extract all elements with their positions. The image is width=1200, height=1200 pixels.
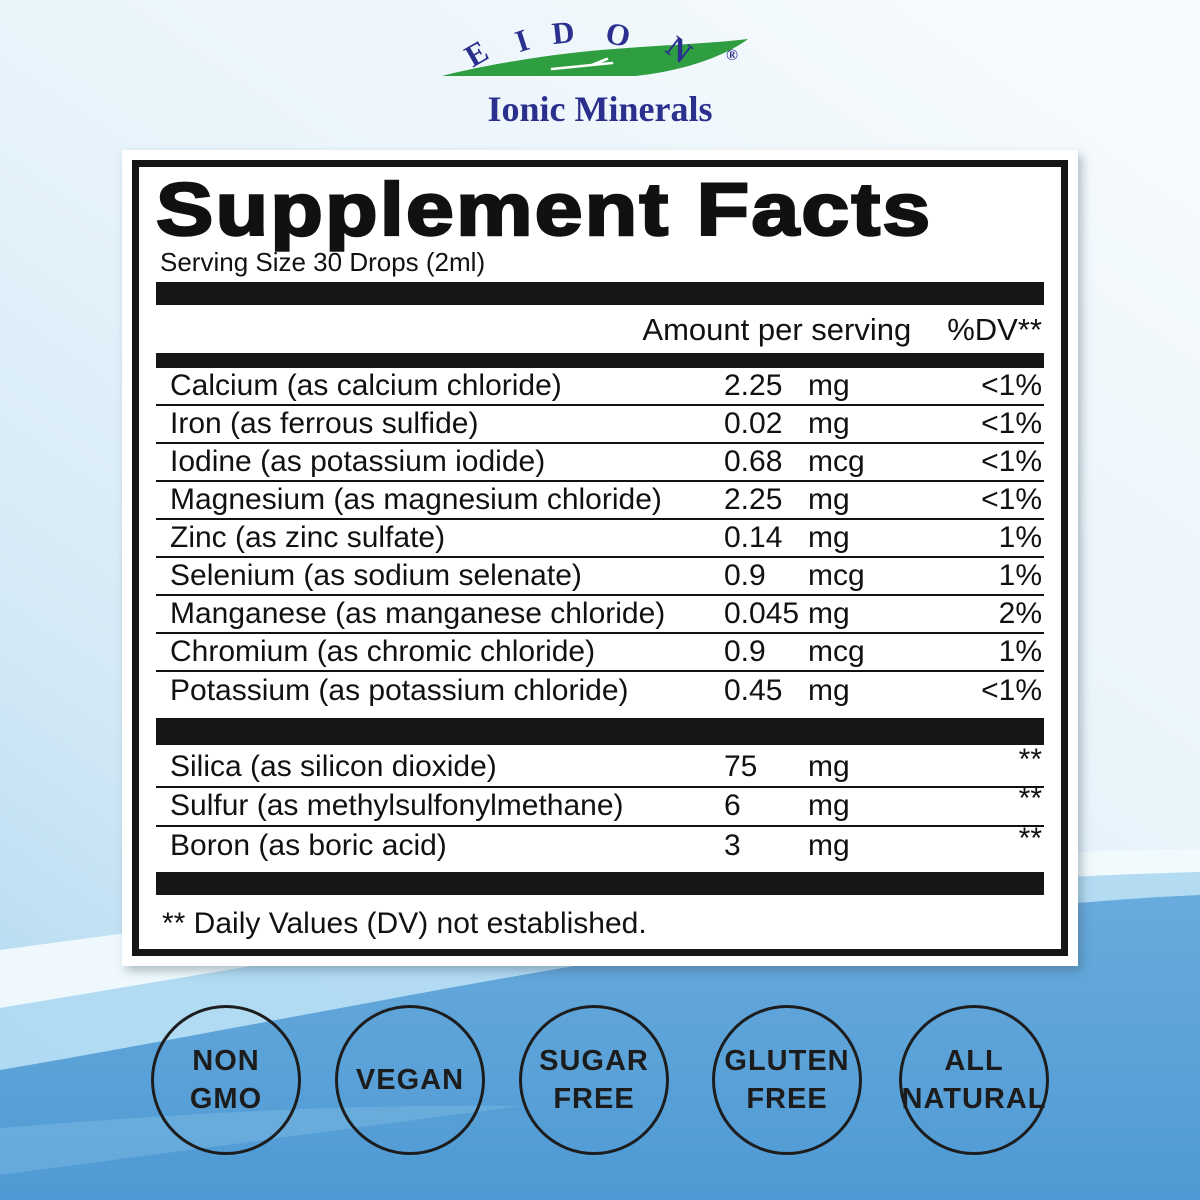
nutrient-name: Boron (as boric acid) — [170, 829, 447, 863]
badge-gluten-free: GLUTEN FREE — [712, 1005, 862, 1155]
nutrient-name: Selenium (as sodium selenate) — [170, 558, 582, 592]
nutrient-amount: 0.9 — [724, 558, 766, 592]
nutrient-amount: 0.45 — [724, 673, 783, 707]
column-header-row: Amount per serving %DV** — [156, 305, 1044, 353]
brand-subtitle: Ionic Minerals — [487, 89, 713, 129]
nutrient-row: Boron (as boric acid) 3 mg ** — [156, 822, 1044, 866]
badge-line: GMO — [189, 1083, 263, 1115]
badge-line: NATURAL — [901, 1083, 1047, 1115]
nutrient-amount: 0.14 — [724, 520, 783, 554]
nutrient-name: Magnesium (as magnesium chloride) — [170, 482, 662, 516]
nutrient-amount: 75 — [724, 750, 758, 784]
nutrient-name: Potassium (as potassium chloride) — [170, 673, 629, 707]
nutrient-dv: 1% — [998, 558, 1042, 592]
nutrient-amount: 6 — [724, 789, 741, 823]
badge-sugar-free: SUGAR FREE — [519, 1005, 669, 1155]
supplement-facts-panel: Supplement Facts Serving Size 30 Drops (… — [122, 150, 1078, 966]
section-divider-bar — [156, 282, 1044, 306]
badge-line: VEGAN — [355, 1064, 465, 1096]
nutrient-dv: 1% — [998, 520, 1042, 554]
nutrient-dv: <1% — [981, 444, 1042, 478]
nutrient-amount: 0.02 — [724, 406, 783, 440]
nutrient-name: Chromium (as chromic chloride) — [170, 634, 596, 668]
panel-title: Supplement Facts — [155, 168, 933, 251]
nutrient-amount: 2.25 — [724, 482, 783, 516]
nutrient-amount: 2.25 — [724, 368, 783, 402]
logo-letter: D — [550, 13, 577, 52]
nutrient-dv: <1% — [981, 673, 1042, 707]
wave-band-lightblue — [0, 872, 1200, 1070]
nutrient-amount: 0.68 — [724, 444, 783, 478]
nutrient-name: Silica (as silicon dioxide) — [170, 750, 497, 784]
nutrient-dv: ** — [1018, 822, 1042, 856]
badge-line: ALL — [944, 1045, 1004, 1077]
nutrient-unit: mcg — [808, 444, 865, 478]
nutrient-name: Iodine (as potassium iodide) — [170, 444, 546, 478]
nutrient-unit: mcg — [808, 558, 865, 592]
nutrient-name: Sulfur (as methylsulfonylmethane) — [170, 789, 624, 823]
nutrient-row: Iron (as ferrous sulfide) 0.02 mg <1% — [156, 406, 1044, 444]
nutrient-dv: <1% — [981, 482, 1042, 516]
nutrient-unit: mg — [808, 829, 850, 863]
nutrient-unit: mcg — [808, 634, 865, 668]
nutrient-unit: mg — [808, 673, 850, 707]
dv-column-header: %DV** — [947, 312, 1042, 348]
nutrient-unit: mg — [808, 596, 850, 630]
nutrient-row: Chromium (as chromic chloride) 0.9 mcg 1… — [156, 634, 1044, 672]
badge-line: SUGAR — [539, 1045, 649, 1077]
badge-line: NON — [192, 1045, 260, 1077]
nutrient-name: Manganese (as manganese chloride) — [170, 596, 666, 630]
nutrient-table-section-2: Silica (as silicon dioxide) 75 mg ** Sul… — [156, 743, 1044, 866]
nutrient-dv: ** — [1018, 743, 1042, 777]
nutrient-row: Manganese (as manganese chloride) 0.045 … — [156, 596, 1044, 634]
nutrient-dv: ** — [1018, 782, 1042, 816]
badge-line: FREE — [746, 1083, 828, 1115]
nutrient-row: Zinc (as zinc sulfate) 0.14 mg 1% — [156, 520, 1044, 558]
nutrient-unit: mg — [808, 368, 850, 402]
nutrient-row: Iodine (as potassium iodide) 0.68 mcg <1… — [156, 444, 1044, 482]
nutrient-row: Potassium (as potassium chloride) 0.45 m… — [156, 672, 1044, 710]
nutrient-unit: mg — [808, 406, 850, 440]
supplement-facts-frame: Supplement Facts Serving Size 30 Drops (… — [132, 160, 1068, 956]
nutrient-row: Sulfur (as methylsulfonylmethane) 6 mg *… — [156, 782, 1044, 827]
nutrient-amount: 3 — [724, 829, 741, 863]
nutrient-name: Calcium (as calcium chloride) — [170, 368, 562, 402]
nutrient-unit: mg — [808, 482, 850, 516]
daily-value-footnote: ** Daily Values (DV) not established. — [162, 907, 647, 940]
nutrient-row: Selenium (as sodium selenate) 0.9 mcg 1% — [156, 558, 1044, 596]
nutrient-table-section-1: Calcium (as calcium chloride) 2.25 mg <1… — [156, 368, 1044, 710]
badge-vegan: VEGAN — [335, 1005, 485, 1155]
badge-all-natural: ALL NATURAL — [899, 1005, 1049, 1155]
logo-swoosh-icon — [442, 39, 748, 76]
nutrient-row: Magnesium (as magnesium chloride) 2.25 m… — [156, 482, 1044, 520]
badge-non-gmo: NON GMO — [151, 1005, 301, 1155]
nutrient-row: Silica (as silicon dioxide) 75 mg ** — [156, 743, 1044, 788]
section-divider-bar — [156, 717, 1044, 745]
section-divider-bar — [156, 353, 1044, 368]
registered-trademark-icon: ® — [726, 47, 738, 64]
nutrient-row: Calcium (as calcium chloride) 2.25 mg <1… — [156, 368, 1044, 406]
nutrient-dv: <1% — [981, 406, 1042, 440]
nutrient-name: Zinc (as zinc sulfate) — [170, 520, 446, 554]
nutrient-dv: 2% — [998, 596, 1042, 630]
nutrient-unit: mg — [808, 789, 850, 823]
serving-size-text: Serving Size 30 Drops (2ml) — [160, 247, 486, 277]
nutrient-unit: mg — [808, 520, 850, 554]
nutrient-unit: mg — [808, 750, 850, 784]
brand-logo: E I D O N ® Ionic Minerals — [420, 8, 780, 140]
badge-line: GLUTEN — [724, 1045, 850, 1077]
nutrient-dv: 1% — [998, 634, 1042, 668]
nutrient-name: Iron (as ferrous sulfide) — [170, 406, 479, 440]
badge-line: FREE — [553, 1083, 635, 1115]
section-divider-bar — [156, 871, 1044, 895]
nutrient-amount: 0.9 — [724, 634, 766, 668]
amount-column-header: Amount per serving — [642, 312, 912, 348]
nutrient-dv: <1% — [981, 368, 1042, 402]
nutrient-amount: 0.045 — [724, 596, 800, 630]
